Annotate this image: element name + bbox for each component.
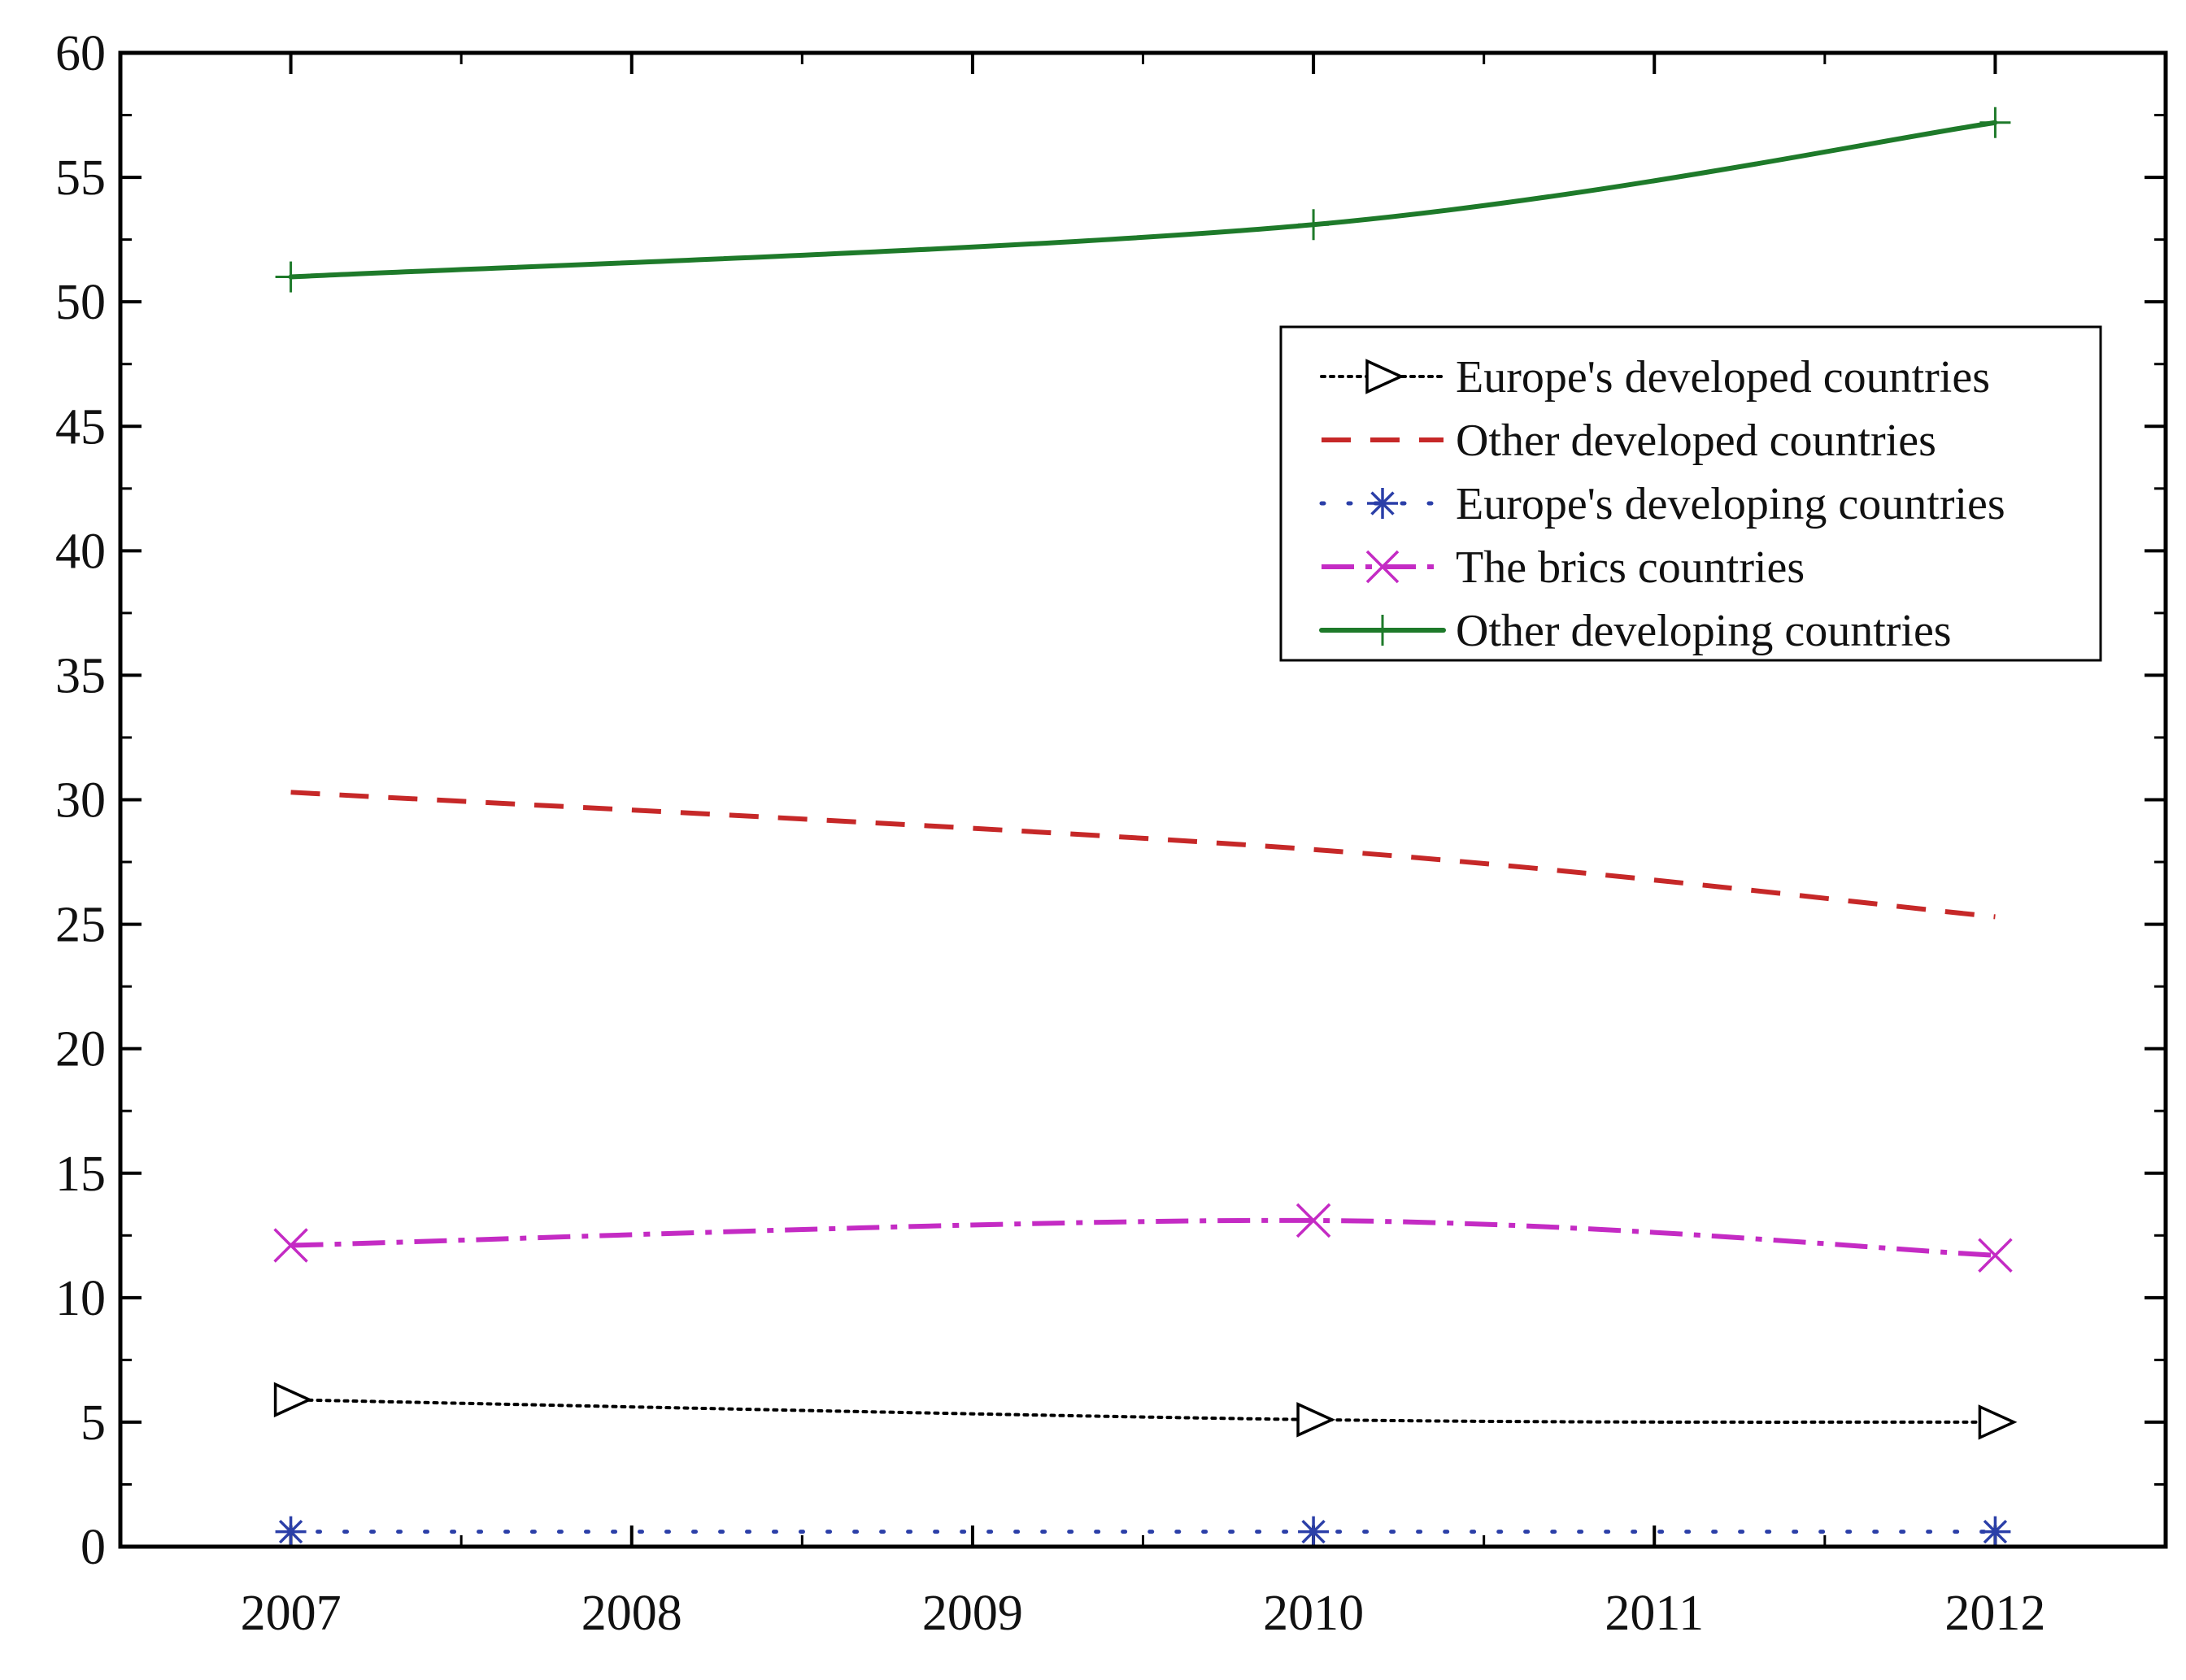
data-point bbox=[275, 261, 307, 293]
x-tick-label: 2008 bbox=[581, 1586, 682, 1641]
data-point bbox=[273, 1228, 308, 1263]
x-tick-label: 2011 bbox=[1605, 1586, 1704, 1641]
data-point bbox=[1979, 1516, 2011, 1547]
data-point bbox=[275, 1516, 307, 1547]
legend-label: Europe's developed countries bbox=[1456, 352, 1990, 403]
series-line-2 bbox=[290, 790, 1996, 920]
legend: Europe's developed countries Other develo… bbox=[1279, 325, 2102, 662]
legend-label: Other developed countries bbox=[1456, 416, 1936, 466]
legend-box bbox=[1279, 325, 2102, 662]
y-tick-label: 10 bbox=[55, 1271, 106, 1326]
y-tick-label: 45 bbox=[55, 399, 106, 455]
data-point bbox=[273, 1382, 313, 1418]
data-point bbox=[1298, 209, 1330, 241]
y-tick-label: 35 bbox=[55, 648, 106, 703]
y-tick-label: 30 bbox=[55, 773, 106, 829]
y-tick-label: 5 bbox=[81, 1395, 106, 1451]
legend-entry: Europe's developed countries bbox=[1320, 352, 1990, 403]
data-point bbox=[1367, 488, 1398, 519]
y-tick-label: 25 bbox=[55, 898, 106, 953]
data-point bbox=[1296, 1402, 1336, 1438]
y-tick-label: 0 bbox=[81, 1520, 106, 1575]
legend-label: Other developing countries bbox=[1456, 606, 1952, 656]
legend-entry: Other developing countries bbox=[1319, 606, 1952, 656]
y-tick-label: 15 bbox=[55, 1147, 106, 1202]
legend-label: Europe's developing countries bbox=[1456, 479, 2005, 529]
data-point bbox=[1367, 615, 1398, 646]
legend-entry: Other developed countries bbox=[1322, 416, 1936, 466]
y-tick-label: 40 bbox=[55, 524, 106, 579]
data-point bbox=[1298, 1516, 1330, 1547]
x-tick-label: 2012 bbox=[1944, 1586, 2045, 1641]
legend-entry: The brics countries bbox=[1322, 542, 1805, 593]
y-tick-label: 50 bbox=[55, 275, 106, 330]
y-tick-label: 20 bbox=[55, 1022, 106, 1077]
data-point bbox=[1365, 550, 1400, 584]
data-point bbox=[1978, 1238, 2013, 1273]
x-tick-label: 2009 bbox=[922, 1586, 1023, 1641]
legend-label: The brics countries bbox=[1456, 542, 1805, 593]
y-tick-label: 60 bbox=[55, 26, 106, 81]
y-tick-label: 55 bbox=[55, 150, 106, 206]
data-point bbox=[1365, 359, 1405, 394]
data-point bbox=[1295, 1203, 1331, 1238]
series-line-5 bbox=[288, 120, 1998, 280]
data-point bbox=[1979, 107, 2011, 138]
x-tick-label: 2007 bbox=[241, 1586, 342, 1641]
data-point bbox=[1978, 1404, 2018, 1440]
series-line-4 bbox=[290, 1217, 1996, 1258]
x-tick-label: 2010 bbox=[1263, 1586, 1364, 1641]
series-line-1 bbox=[289, 1398, 1997, 1424]
legend-entry: Europe's developing countries bbox=[1319, 479, 2005, 529]
plot-frame bbox=[118, 50, 2168, 1549]
